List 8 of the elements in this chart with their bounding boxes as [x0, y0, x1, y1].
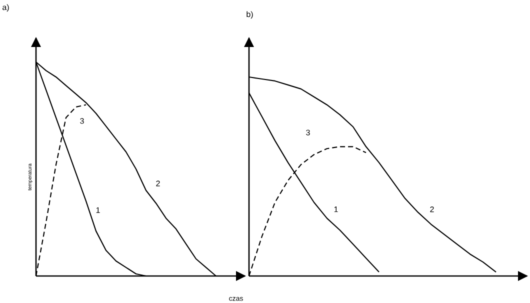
- chart-title: a): [2, 4, 9, 12]
- series-label: 1: [96, 207, 100, 213]
- series-label: 2: [430, 206, 434, 212]
- chart-title: b): [246, 11, 253, 19]
- series-label: 1: [334, 206, 338, 212]
- series-label: 3: [80, 118, 84, 124]
- series-label: 2: [156, 180, 160, 186]
- text: 3: [306, 130, 310, 136]
